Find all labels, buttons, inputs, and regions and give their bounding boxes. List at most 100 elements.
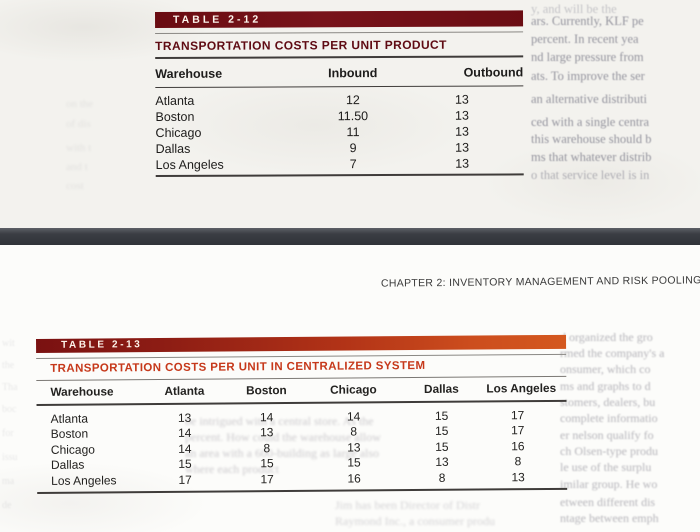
ghost-text-line: ars. Currently, KLF pe (531, 14, 644, 28)
ghost-text-line: imilar group. He wo (560, 477, 658, 491)
ghost-text-line: ntage between emph (560, 511, 659, 525)
ghost-text-line: stomers, dealers, bu (560, 395, 656, 409)
column-header: Atlanta (164, 383, 205, 399)
ghost-text-line: y, and will be the (531, 2, 617, 16)
cost-cell: 14 (178, 425, 192, 441)
ghost-text-line: ats. To improve the ser (531, 69, 645, 83)
cost-cell: 15 (178, 456, 192, 472)
cost-cell: 15 (434, 408, 449, 423)
ghost-text-line: le use of the surplu (560, 460, 652, 474)
ghost-text-line: wit (2, 338, 15, 349)
column-header: Los Angeles (486, 381, 557, 396)
ghost-text-line: the (2, 360, 15, 371)
bleed-through-text-table-area: be intrigued with a central store. As th… (185, 408, 557, 478)
column-header: Outbound (463, 64, 524, 80)
warehouse-cell: Atlanta (155, 93, 195, 108)
ghost-text-line: for (2, 428, 14, 439)
column-header: Warehouse (155, 66, 223, 81)
warehouse-cell: Los Angeles (51, 473, 117, 488)
table-2-13: TABLE 2-13 TRANSPORTATION COSTS PER UNIT… (36, 334, 568, 494)
ghost-text-line: where each product (185, 462, 279, 476)
cost-cell: 14 (259, 409, 274, 424)
faint-margin-text-left: on the of dis with t and t cost (66, 90, 150, 190)
cost-cell: 8 (438, 470, 446, 485)
faint-text-below-table: Jim has been Director of Distr Raymond I… (335, 496, 560, 532)
ghost-text-line: an area with a 600-building as large als… (185, 446, 380, 460)
ghost-text-line: etween different dis (560, 495, 656, 509)
ghost-text-line: er nelson qualify fo (560, 428, 654, 442)
table-row: Chicago 11 13 (155, 123, 523, 141)
cost-cell: 8 (263, 440, 271, 455)
cutoff-paragraph-right-bottom: d organized the gro rmed the company's a… (560, 326, 700, 532)
table-2-12-header-row: Warehouse Inbound Outbound (155, 57, 523, 87)
ghost-text-line: ms and graphs to d (560, 379, 651, 393)
inbound-cell: 7 (349, 157, 357, 172)
ghost-text-line: ms that whatever distrib (531, 150, 652, 164)
column-header: Dallas (423, 381, 459, 397)
ghost-text-line: on the (66, 98, 94, 110)
column-header: Warehouse (50, 384, 114, 400)
warehouse-cell: Dallas (50, 457, 85, 473)
column-header: Chicago (330, 382, 377, 397)
table-row: Dallas 9 13 (156, 139, 524, 157)
scan-section-top: y, and will be the ars. Currently, KLF p… (0, 0, 700, 228)
divider (155, 31, 524, 34)
faint-margin-text-left-bottom: wit the Tha boc for issu ma de (2, 332, 35, 522)
inbound-cell: 9 (349, 141, 357, 156)
table-2-12: TABLE 2-12 TRANSPORTATION COSTS PER UNIT… (155, 10, 524, 177)
warehouse-cell: Boston (50, 426, 89, 442)
ghost-text-line: ced with a single centra (531, 115, 650, 129)
cost-cell: 8 (350, 424, 358, 439)
ghost-text-line: of dis (66, 118, 91, 130)
ghost-text-line: de (2, 500, 12, 511)
warehouse-cell: Los Angeles (155, 157, 224, 172)
cost-cell: 16 (511, 438, 525, 453)
ghost-text-line: an alternative distributi (531, 92, 647, 106)
table-2-12-title: TRANSPORTATION COSTS PER UNIT PRODUCT (155, 37, 447, 53)
outbound-cell: 13 (455, 156, 470, 171)
ghost-text-line: this warehouse should b (531, 132, 652, 146)
cost-cell: 13 (177, 410, 192, 425)
ghost-text-line: o that service level is in (531, 168, 650, 182)
cost-cell: 17 (178, 472, 192, 487)
ghost-text-line: nd large pressure from (531, 50, 644, 64)
ghost-text-line: Raymond Inc., a consumer produ (335, 514, 495, 528)
cost-cell: 14 (178, 441, 192, 456)
table-2-13-title: TRANSPORTATION COSTS PER UNIT IN CENTRAL… (50, 359, 426, 375)
cost-cell: 16 (347, 471, 361, 486)
inbound-cell: 11 (346, 125, 360, 140)
cost-cell: 13 (347, 440, 361, 455)
ghost-text-line: onsumer, which co (560, 362, 651, 376)
ghost-text-line: be intrigued with a central store. As th… (185, 414, 374, 428)
table-2-13-body: Atlanta 13 14 14 15 17 Boston 14 13 8 15… (37, 402, 568, 493)
ghost-text-line: Jim has been Director of Distr (335, 498, 480, 512)
outbound-cell: 13 (454, 108, 469, 123)
table-2-13-tag-band: TABLE 2-13 (36, 334, 567, 353)
table-2-12-tag-band: TABLE 2-12 (155, 10, 524, 28)
ghost-text-line: percent. How could the warehouse allow (185, 430, 381, 444)
column-header: Boston (246, 383, 287, 398)
ghost-text-line: Tha (2, 382, 18, 393)
scan-section-bottom (0, 245, 700, 532)
ghost-text-line: ch Olsen-type produ (560, 444, 658, 458)
ghost-text-line: d organized the gro (560, 330, 653, 344)
table-row: Atlanta 12 13 (155, 91, 523, 109)
inbound-cell: 12 (345, 93, 360, 108)
inbound-cell: 11.50 (337, 109, 369, 124)
cost-cell: 17 (510, 407, 525, 422)
outbound-cell: 13 (455, 124, 470, 139)
cost-cell: 14 (346, 409, 361, 424)
warehouse-cell: Dallas (155, 141, 191, 156)
table-2-12-body: Atlanta 12 13 Boston 11.50 13 Chicago 11… (155, 86, 523, 175)
cost-cell: 13 (435, 454, 449, 470)
cost-cell: 15 (434, 423, 449, 439)
ghost-text-line: issu (2, 452, 18, 463)
cost-cell: 17 (260, 471, 274, 486)
divider (155, 173, 524, 177)
ghost-text-line: and t (66, 161, 88, 173)
cost-cell: 8 (514, 454, 522, 469)
ghost-text-line: rmed the company's a (560, 346, 665, 360)
cost-cell: 13 (259, 425, 274, 440)
ghost-text-line: boc (2, 404, 17, 415)
